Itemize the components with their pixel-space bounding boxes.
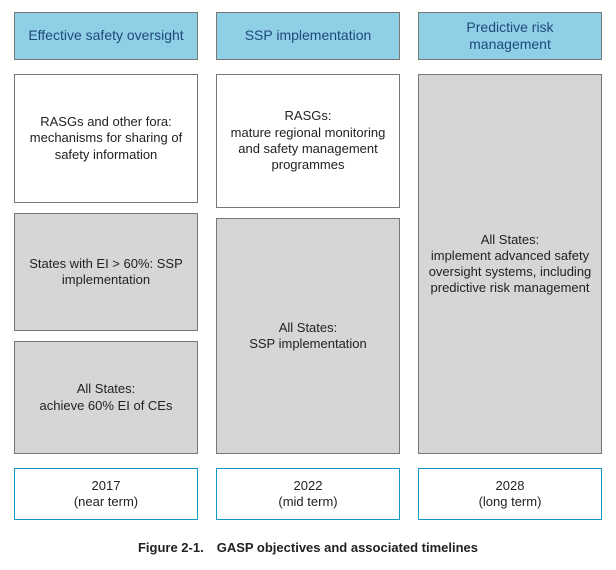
column-body: RASGs and other fora: mechanisms for sha… [14,74,198,454]
column-body: All States: implement advanced safety ov… [418,74,602,454]
objective-cell: All States: implement advanced safety ov… [418,74,602,454]
column-body: RASGs: mature regional monitoring and sa… [216,74,400,454]
objective-cell: RASGs: mature regional monitoring and sa… [216,74,400,208]
timeline-cell: 2028 (long term) [418,468,602,520]
column-1: SSP implementation RASGs: mature regional… [216,12,400,520]
column-2: Predictive risk management All States: im… [418,12,602,520]
cell-gap [14,331,198,341]
objective-cell: RASGs and other fora: mechanisms for sha… [14,74,198,203]
column-header: Effective safety oversight [14,12,198,60]
figure-caption: Figure 2-1. GASP objectives and associat… [14,540,602,555]
objective-cell: States with EI > 60%: SSP implementation [14,213,198,331]
timeline-cell: 2022 (mid term) [216,468,400,520]
figure-canvas: Effective safety oversight RASGs and othe… [0,0,616,570]
columns-grid: Effective safety oversight RASGs and othe… [14,12,602,520]
column-0: Effective safety oversight RASGs and othe… [14,12,198,520]
objective-cell: All States: SSP implementation [216,218,400,454]
column-header: SSP implementation [216,12,400,60]
objective-cell: All States: achieve 60% EI of CEs [14,341,198,454]
column-header: Predictive risk management [418,12,602,60]
cell-gap [216,208,400,218]
cell-gap [14,203,198,213]
timeline-cell: 2017 (near term) [14,468,198,520]
